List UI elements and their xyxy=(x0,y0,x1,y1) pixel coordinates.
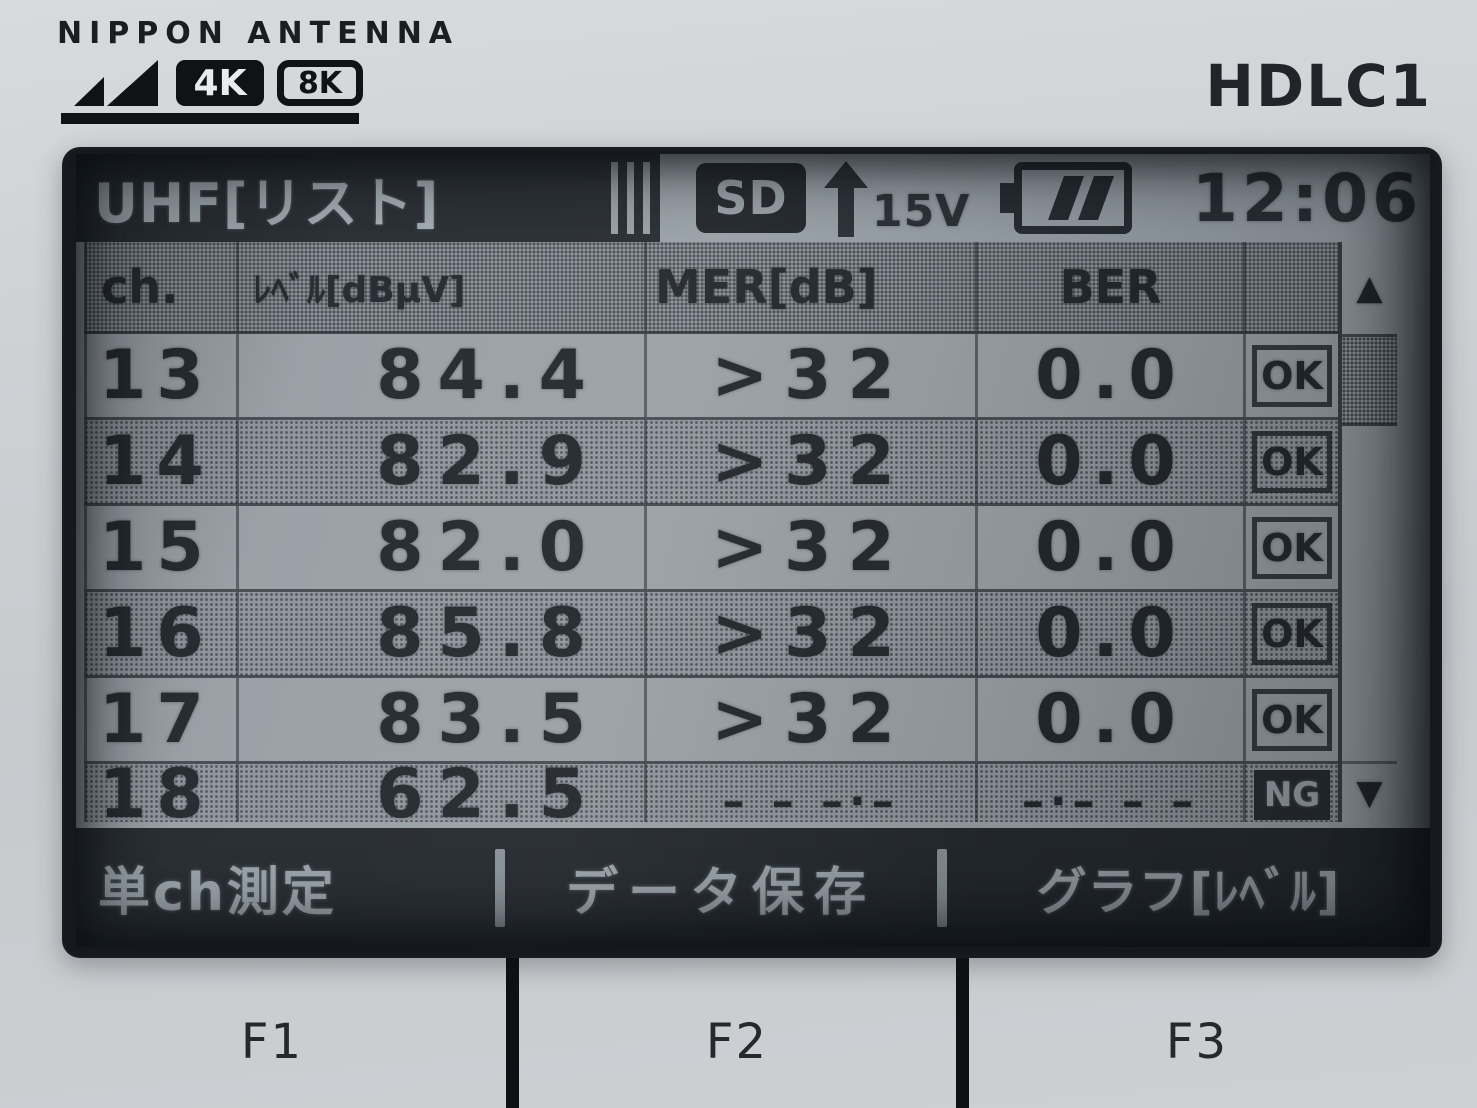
brand-text: NIPPON ANTENNA xyxy=(57,16,460,51)
softkey-separator xyxy=(937,848,947,927)
title-area: UHF[リスト] xyxy=(76,154,660,242)
badge-8k: 8K xyxy=(277,60,363,106)
logo-triangle-small-icon xyxy=(74,77,104,106)
clock: 12:06 xyxy=(1191,159,1422,237)
cell-ber: 0.0 xyxy=(975,334,1243,417)
cell-mer: >32 xyxy=(644,334,975,417)
cell-mer: >32 xyxy=(644,592,975,675)
status-badge: OK xyxy=(1252,688,1332,751)
table-row: 13 84.4 >32 0.0 OK xyxy=(84,334,1338,420)
sd-card-icon: SD xyxy=(696,163,806,233)
cell-level: 62.5 xyxy=(236,764,644,822)
channel-table: ch. ﾚﾍﾞﾙ[dBμV] MER[dB] BER 13 84.4 >32 0… xyxy=(84,242,1397,822)
cell-ch: 13 xyxy=(84,334,236,417)
cell-ber: 0.0 xyxy=(975,506,1243,589)
cell-ber: 0.0 xyxy=(975,420,1243,503)
cell-ch: 18 xyxy=(84,764,236,822)
scrollbar[interactable]: ▲ ▼ xyxy=(1338,242,1397,822)
cell-ch: 15 xyxy=(84,506,236,589)
column-header-mer: MER[dB] xyxy=(644,242,975,331)
table-row: 14 82.9 >32 0.0 OK xyxy=(84,420,1338,506)
logo-triangle-big-icon xyxy=(107,60,158,106)
fkey-f3[interactable]: F3 xyxy=(1165,1014,1229,1070)
table-row: 18 62.5 – – –·– –·– – – NG xyxy=(84,764,1338,822)
cell-level: 82.9 xyxy=(236,420,644,503)
softkey-single-ch-measure[interactable]: 単ch測定 xyxy=(98,863,337,923)
divider-stripes-icon xyxy=(611,162,650,234)
softkey-data-save[interactable]: データ保存 xyxy=(565,863,876,923)
cell-ber: –·– – – xyxy=(975,764,1243,822)
brand-logo: 4K 8K xyxy=(74,60,363,106)
screen-title: UHF[リスト] xyxy=(94,171,440,235)
badge-4k: 4K xyxy=(176,60,264,106)
battery-icon xyxy=(1000,162,1133,234)
table-header-row: ch. ﾚﾍﾞﾙ[dBμV] MER[dB] BER xyxy=(84,242,1338,334)
scroll-up-icon[interactable]: ▲ xyxy=(1342,242,1397,337)
scrollbar-track xyxy=(1342,426,1397,764)
fkey-f2[interactable]: F2 xyxy=(705,1014,769,1070)
fkey-divider xyxy=(956,958,969,1108)
cell-level: 82.0 xyxy=(236,506,644,589)
scroll-down-icon[interactable]: ▼ xyxy=(1356,773,1383,813)
status-badge: OK xyxy=(1252,430,1332,493)
fkey-divider xyxy=(506,958,519,1108)
column-header-ch: ch. xyxy=(84,242,236,331)
indicator-area: SD 15V 12:06 xyxy=(660,154,1430,242)
softkey-graph-level[interactable]: グラフ[ﾚﾍﾞﾙ] xyxy=(1036,862,1341,921)
cell-mer: – – –·– xyxy=(644,764,975,822)
cell-mer: >32 xyxy=(644,678,975,761)
up-arrow-icon xyxy=(824,161,868,237)
cell-ch: 16 xyxy=(84,592,236,675)
status-badge: OK xyxy=(1252,602,1332,665)
cell-ch: 17 xyxy=(84,678,236,761)
cell-mer: >32 xyxy=(644,506,975,589)
cell-level: 84.4 xyxy=(236,334,644,417)
cell-ch: 14 xyxy=(84,420,236,503)
status-badge: OK xyxy=(1252,344,1332,407)
status-badge: NG xyxy=(1254,770,1330,820)
fkey-f1[interactable]: F1 xyxy=(240,1014,304,1070)
cell-ber: 0.0 xyxy=(975,678,1243,761)
column-header-status xyxy=(1243,242,1338,331)
scrollbar-thumb[interactable] xyxy=(1342,337,1397,426)
table-row: 17 83.5 >32 0.0 OK xyxy=(84,678,1338,764)
voltage-label: 15V xyxy=(872,186,971,237)
table-row: 16 85.8 >32 0.0 OK xyxy=(84,592,1338,678)
table-row: 15 82.0 >32 0.0 OK xyxy=(84,506,1338,592)
cell-level: 83.5 xyxy=(236,678,644,761)
cell-mer: >32 xyxy=(644,420,975,503)
status-bar: UHF[リスト] SD 15V 12:06 xyxy=(76,154,1430,242)
column-header-level: ﾚﾍﾞﾙ[dBμV] xyxy=(236,242,644,331)
column-header-ber: BER xyxy=(975,242,1243,331)
antenna-power-indicator: 15V xyxy=(824,159,970,237)
lcd-screen: UHF[リスト] SD 15V 12:06 xyxy=(76,154,1430,947)
cell-level: 85.8 xyxy=(236,592,644,675)
model-label: HDLC1 xyxy=(1205,52,1432,120)
status-badge: OK xyxy=(1252,516,1332,579)
cell-ber: 0.0 xyxy=(975,592,1243,675)
softkey-separator xyxy=(495,848,505,927)
logo-underline xyxy=(61,113,359,124)
softkey-bar: 単ch測定 データ保存 グラフ[ﾚﾍﾞﾙ] xyxy=(76,828,1430,947)
